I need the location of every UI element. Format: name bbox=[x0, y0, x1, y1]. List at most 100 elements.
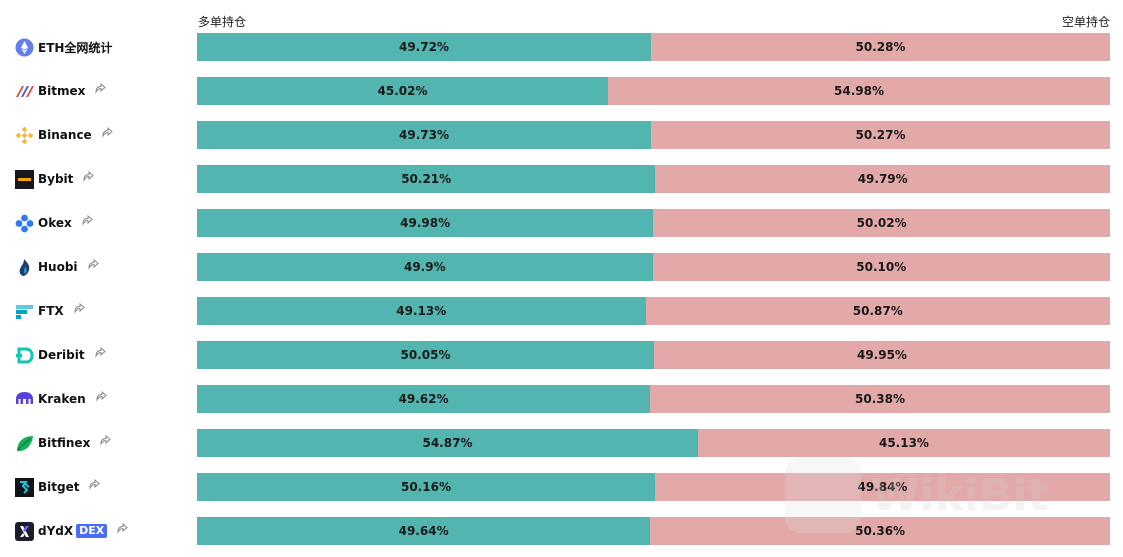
exchange-name: dYdX bbox=[38, 524, 74, 538]
long-short-ratio-bar: 45.02% 54.98% bbox=[197, 77, 1110, 105]
exchange-name: Bitmex bbox=[38, 84, 86, 98]
short-ratio-segment: 54.98% bbox=[608, 77, 1110, 105]
exchange-label: FTX bbox=[15, 297, 85, 325]
exchange-row: Bitmex 45.02% 54.98% bbox=[0, 77, 1123, 105]
binance-icon bbox=[15, 126, 34, 145]
long-ratio-segment: 50.16% bbox=[197, 473, 655, 501]
exchange-row: dYdX DEX 49.64% 50.36% bbox=[0, 517, 1123, 545]
exchange-label: Deribit bbox=[15, 341, 106, 369]
bitfinex-icon bbox=[15, 434, 34, 453]
exchange-row: Bitfinex 54.87% 45.13% bbox=[0, 429, 1123, 457]
deribit-icon bbox=[15, 346, 34, 365]
share-icon[interactable] bbox=[87, 258, 99, 270]
long-short-ratio-bar: 49.73% 50.27% bbox=[197, 121, 1110, 149]
exchange-row: Bitget 50.16% 49.84% bbox=[0, 473, 1123, 501]
exchange-name: Okex bbox=[38, 216, 72, 230]
dydx-icon bbox=[15, 521, 34, 541]
long-short-ratio-bar: 49.98% 50.02% bbox=[197, 209, 1110, 237]
bitget-icon bbox=[15, 477, 34, 497]
watermark-text: WikiBit bbox=[871, 469, 1049, 521]
long-ratio-segment: 54.87% bbox=[197, 429, 698, 457]
long-ratio-segment: 49.98% bbox=[197, 209, 654, 237]
dex-badge: DEX bbox=[76, 524, 108, 538]
short-ratio-segment: 49.84% bbox=[654, 473, 1110, 501]
exchange-label: Okex bbox=[15, 209, 93, 237]
short-ratio-segment: 50.10% bbox=[652, 253, 1110, 281]
short-ratio-segment: 45.13% bbox=[697, 429, 1110, 457]
long-short-ratio-bar: 49.72% 50.28% bbox=[197, 33, 1110, 61]
watermark-logo-icon bbox=[785, 457, 861, 533]
exchange-row: Kraken 49.62% 50.38% bbox=[0, 385, 1123, 413]
share-icon[interactable] bbox=[101, 126, 113, 138]
long-ratio-segment: 49.62% bbox=[197, 385, 651, 413]
exchange-label: Bitmex bbox=[15, 77, 107, 105]
exchange-row: Okex 49.98% 50.02% bbox=[0, 209, 1123, 237]
long-short-ratio-bar: 50.16% 49.84% bbox=[197, 473, 1110, 501]
exchange-name: FTX bbox=[38, 304, 64, 318]
kraken-icon bbox=[15, 390, 34, 409]
exchange-label: Kraken bbox=[15, 385, 107, 413]
exchange-label: Bitfinex bbox=[15, 429, 112, 457]
exchange-label: Bybit bbox=[15, 165, 95, 193]
exchange-label: Huobi bbox=[15, 253, 99, 281]
exchange-row: Deribit 50.05% 49.95% bbox=[0, 341, 1123, 369]
bitmex-icon bbox=[15, 82, 34, 101]
long-ratio-segment: 49.13% bbox=[197, 297, 646, 325]
share-icon[interactable] bbox=[81, 214, 93, 226]
huobi-icon bbox=[15, 258, 34, 277]
share-icon[interactable] bbox=[88, 478, 101, 490]
short-ratio-segment: 50.27% bbox=[651, 121, 1110, 149]
long-ratio-segment: 49.9% bbox=[197, 253, 653, 281]
short-ratio-segment: 50.28% bbox=[650, 33, 1110, 61]
exchange-label: Binance bbox=[15, 121, 113, 149]
exchange-row: Bybit 50.21% 49.79% bbox=[0, 165, 1123, 193]
short-ratio-segment: 50.87% bbox=[645, 297, 1110, 325]
exchange-name: Bitget bbox=[38, 480, 80, 494]
long-ratio-segment: 49.72% bbox=[197, 33, 651, 61]
share-icon[interactable] bbox=[116, 522, 129, 534]
exchange-row: Binance 49.73% 50.27% bbox=[0, 121, 1123, 149]
short-position-header: 空单持仓 bbox=[1061, 15, 1110, 29]
short-ratio-segment: 49.95% bbox=[653, 341, 1110, 369]
exchange-name: ETH全网统计 bbox=[38, 40, 113, 55]
exchange-name: Deribit bbox=[38, 348, 85, 362]
short-ratio-segment: 50.38% bbox=[650, 385, 1110, 413]
ethereum-icon bbox=[15, 38, 34, 57]
long-ratio-segment: 45.02% bbox=[197, 77, 609, 105]
long-short-ratio-bar: 54.87% 45.13% bbox=[197, 429, 1110, 457]
long-short-ratio-bar: 49.64% 50.36% bbox=[197, 517, 1110, 545]
long-short-ratio-bar: 49.62% 50.38% bbox=[197, 385, 1110, 413]
share-icon[interactable] bbox=[94, 82, 107, 94]
short-ratio-segment: 49.79% bbox=[655, 165, 1110, 193]
short-ratio-segment: 50.02% bbox=[653, 209, 1110, 237]
share-icon[interactable] bbox=[99, 434, 112, 446]
share-icon[interactable] bbox=[82, 170, 95, 182]
share-icon[interactable] bbox=[94, 346, 106, 358]
long-ratio-segment: 50.05% bbox=[197, 341, 654, 369]
exchange-row: FTX 49.13% 50.87% bbox=[0, 297, 1123, 325]
long-ratio-segment: 49.64% bbox=[197, 517, 651, 545]
long-ratio-segment: 49.73% bbox=[197, 121, 652, 149]
exchange-label: ETH全网统计 bbox=[15, 33, 112, 61]
exchange-row: Huobi 49.9% 50.10% bbox=[0, 253, 1123, 281]
long-short-ratio-bar: 50.05% 49.95% bbox=[197, 341, 1110, 369]
exchange-name: Huobi bbox=[38, 260, 78, 274]
long-short-ratio-bar: 49.9% 50.10% bbox=[197, 253, 1110, 281]
long-ratio-segment: 50.21% bbox=[197, 165, 656, 193]
long-position-header: 多单持仓 bbox=[198, 15, 247, 29]
exchange-name: Bybit bbox=[38, 172, 74, 186]
okex-icon bbox=[15, 214, 34, 233]
exchange-name: Binance bbox=[38, 128, 92, 142]
share-icon[interactable] bbox=[73, 302, 85, 314]
watermark: WikiBit bbox=[785, 455, 1115, 535]
exchange-label: Bitget bbox=[15, 473, 101, 501]
exchange-name: Bitfinex bbox=[38, 436, 91, 450]
share-icon[interactable] bbox=[95, 390, 107, 402]
long-short-ratio-bar: 49.13% 50.87% bbox=[197, 297, 1110, 325]
exchange-name: Kraken bbox=[38, 392, 86, 406]
ftx-icon bbox=[15, 302, 34, 321]
exchange-row: ETH全网统计 49.72% 50.28% bbox=[0, 33, 1123, 61]
long-short-ratio-bar: 50.21% 49.79% bbox=[197, 165, 1110, 193]
bybit-icon bbox=[15, 169, 34, 189]
exchange-label: dYdX DEX bbox=[15, 517, 129, 545]
